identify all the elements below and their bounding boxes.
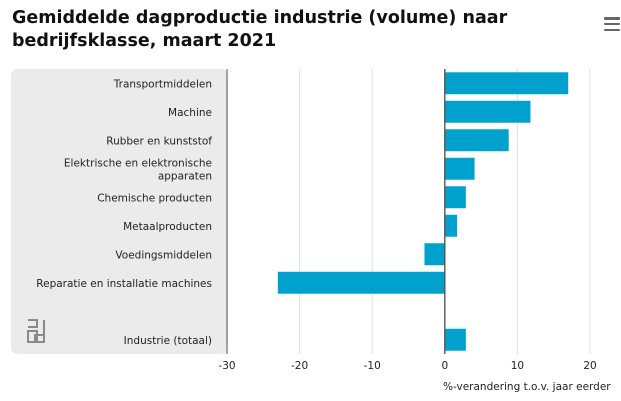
category-label: Reparatie en installatie machines [36,278,212,290]
bar [444,100,531,123]
cbs-logo-icon [27,319,45,343]
menu-line [604,22,620,26]
category-label: Elektrische en elektronische [64,157,212,169]
category-label: apparaten [158,170,212,182]
category-label-panel [11,69,228,354]
category-label: Metaalproducten [123,221,212,233]
bar [444,72,569,95]
chart-title: Gemiddelde dagproductie industrie (volum… [12,8,508,51]
bar [424,243,445,266]
bar [277,271,445,294]
bar [444,129,509,152]
hamburger-menu-icon[interactable] [604,17,620,31]
x-axis-title: %-verandering t.o.v. jaar eerder [443,381,611,393]
bar [444,328,466,351]
x-tick-label: 10 [511,360,524,372]
x-tick-label: -20 [291,360,308,372]
category-label: Voedingsmiddelen [115,249,212,261]
category-label: Transportmiddelen [113,78,212,90]
category-label: Chemische producten [97,192,212,204]
x-tick-label: -30 [218,360,235,372]
x-tick-label: -10 [364,360,381,372]
x-tick-label: 0 [441,360,448,372]
category-label: Rubber en kunststof [106,135,212,147]
menu-line [604,28,620,31]
menu-line [604,17,620,20]
x-tick-label: 20 [583,360,596,372]
category-label: Industrie (totaal) [124,335,212,347]
category-label: Machine [168,107,212,119]
bar [444,157,475,180]
bar [444,186,466,209]
bar [444,214,458,237]
